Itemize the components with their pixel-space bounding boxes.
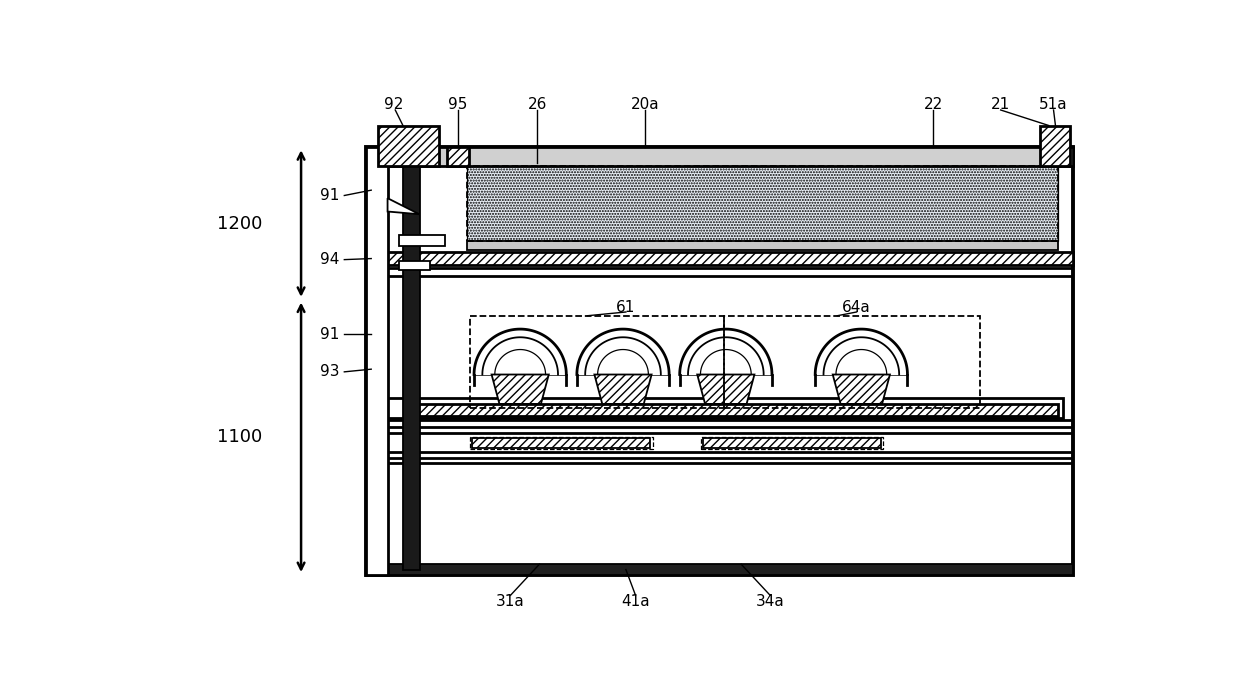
Text: 94: 94 [320, 252, 340, 267]
Bar [1040, 126, 1070, 166]
Text: 41a: 41a [621, 594, 650, 609]
Polygon shape [697, 375, 754, 404]
Text: 95: 95 [448, 97, 467, 112]
Bar [724, 316, 980, 407]
Bar [403, 153, 420, 570]
Polygon shape [474, 329, 567, 375]
Polygon shape [833, 375, 890, 404]
Text: 34a: 34a [755, 594, 785, 609]
Bar [367, 147, 388, 575]
Text: 91: 91 [320, 327, 340, 342]
Text: 93: 93 [320, 364, 340, 380]
Bar [703, 438, 880, 448]
Text: 31a: 31a [496, 594, 525, 609]
Text: 21: 21 [991, 97, 1011, 112]
Bar [367, 147, 1073, 166]
Polygon shape [680, 329, 773, 375]
Bar [467, 166, 1058, 241]
Polygon shape [388, 198, 419, 214]
Bar [470, 316, 724, 407]
Bar [467, 166, 1058, 241]
Polygon shape [491, 375, 549, 404]
Bar [467, 166, 1058, 241]
Text: 51a: 51a [1039, 97, 1068, 112]
Text: 61: 61 [616, 301, 636, 315]
Polygon shape [577, 329, 670, 375]
Text: 92: 92 [383, 97, 403, 112]
Bar [367, 564, 1073, 575]
Bar [399, 235, 445, 246]
Bar [470, 437, 652, 449]
Bar [467, 241, 1058, 250]
Bar [701, 437, 883, 449]
Bar [367, 252, 1073, 265]
Bar [399, 261, 430, 271]
Text: 22: 22 [924, 97, 944, 112]
Bar [448, 147, 469, 166]
Polygon shape [815, 329, 908, 375]
Text: 1200: 1200 [217, 214, 262, 232]
Bar [381, 398, 1063, 418]
Bar [378, 126, 439, 166]
Text: 64a: 64a [842, 301, 870, 315]
Text: 1100: 1100 [217, 428, 262, 446]
Bar [472, 438, 650, 448]
Text: 20a: 20a [631, 97, 660, 112]
Polygon shape [594, 375, 651, 404]
Text: 26: 26 [528, 97, 547, 112]
Bar [404, 404, 1058, 416]
Text: 91: 91 [320, 188, 340, 203]
Bar [367, 147, 1073, 575]
